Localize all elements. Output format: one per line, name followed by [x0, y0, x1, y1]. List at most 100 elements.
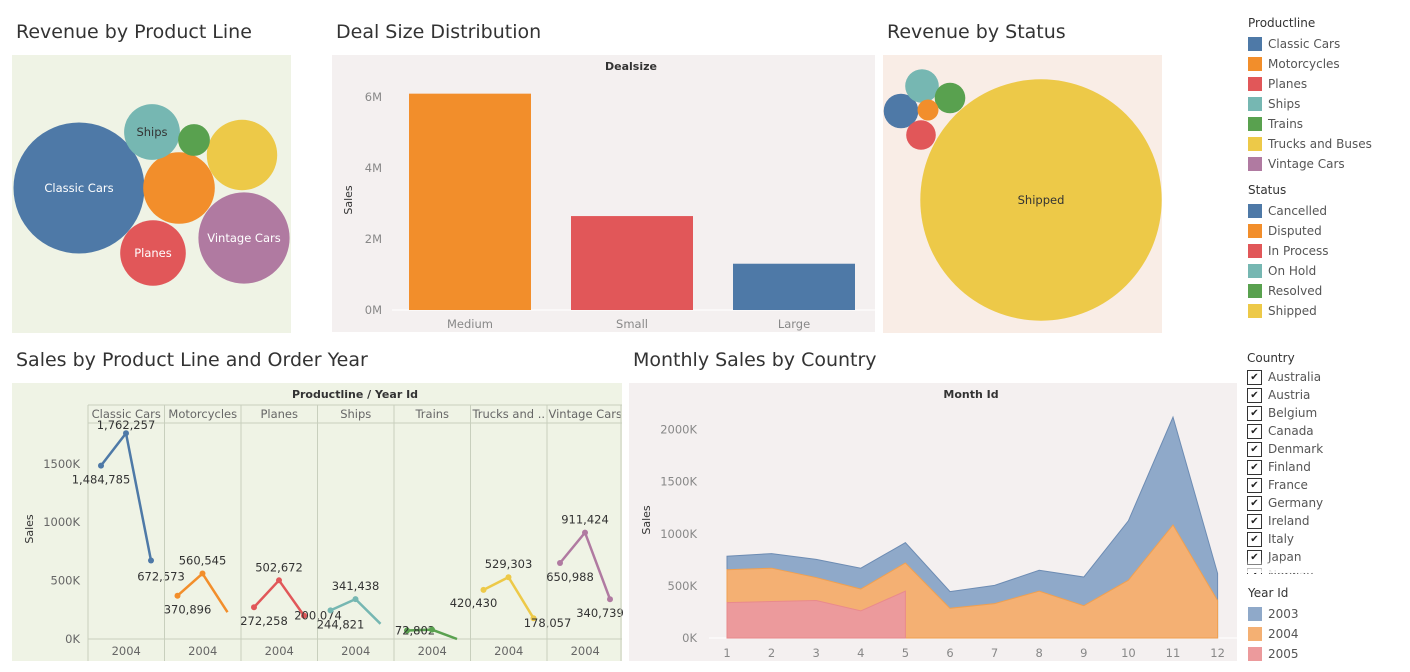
bar-y-tick: 6M: [365, 90, 382, 104]
line-point[interactable]: [557, 560, 563, 566]
legend-swatch: [1248, 224, 1262, 238]
productline-legend-item-trains[interactable]: Trains: [1248, 114, 1372, 134]
legend-swatch: [1248, 204, 1262, 218]
checkbox-icon[interactable]: ✔: [1247, 496, 1262, 511]
status-legend-item-on-hold[interactable]: On Hold: [1248, 261, 1328, 281]
country-option-france[interactable]: ✔ France: [1247, 476, 1347, 494]
line-point[interactable]: [328, 607, 334, 613]
line-point[interactable]: [582, 530, 588, 536]
bar-medium[interactable]: [409, 94, 531, 310]
status-bubble-resolved[interactable]: [935, 83, 966, 114]
country-option-germany[interactable]: ✔ Germany: [1247, 494, 1347, 512]
line-point[interactable]: [506, 574, 512, 580]
productline-legend-item-classic-cars[interactable]: Classic Cars: [1248, 34, 1372, 54]
bubble-trains[interactable]: [178, 124, 210, 156]
productline-legend-item-vintage-cars[interactable]: Vintage Cars: [1248, 154, 1372, 174]
lines-y-tick: 1000K: [43, 515, 80, 529]
status-bubble-in-process[interactable]: [906, 120, 936, 150]
bar-chart-y-label: Sales: [342, 185, 355, 215]
status-bubble-disputed[interactable]: [918, 100, 939, 121]
lines-y-tick: 1500K: [43, 457, 80, 471]
status-legend-item-cancelled[interactable]: Cancelled: [1248, 201, 1328, 221]
panel-header-planes: Planes: [260, 407, 298, 421]
year-legend-item-2004[interactable]: 2004: [1248, 624, 1299, 644]
line-point[interactable]: [481, 587, 487, 593]
area-x-tick: 6: [946, 646, 953, 660]
country-option-belgium[interactable]: ✔ Belgium: [1247, 404, 1347, 422]
year-lines-chart[interactable]: Productline / Year Id Sales 0K 500K 1000K 150…: [12, 383, 622, 661]
panel-x-tick: 2004: [341, 644, 370, 658]
country-filter[interactable]: Country ✔ Australia ✔ Austria ✔ Belgium ✔ Canad…: [1247, 351, 1347, 574]
line-data-label: 529,303: [485, 557, 533, 571]
area-y-tick: 1000K: [660, 527, 697, 541]
bubble-trucks-and-buses[interactable]: [207, 120, 277, 190]
bubble-label-classic-cars: Classic Cars: [44, 181, 113, 195]
legend-swatch: [1248, 117, 1262, 131]
bar-small[interactable]: [571, 216, 693, 310]
line-data-label: 1,762,257: [97, 418, 156, 432]
checkbox-icon[interactable]: ✔: [1247, 370, 1262, 385]
line-point[interactable]: [429, 627, 435, 633]
productline-legend-item-trucks-and-buses[interactable]: Trucks and Buses: [1248, 134, 1372, 154]
productline-legend-item-motorcycles[interactable]: Motorcycles: [1248, 54, 1372, 74]
country-filter-title: Country: [1247, 351, 1347, 365]
status-legend-item-disputed[interactable]: Disputed: [1248, 221, 1328, 241]
line-point[interactable]: [175, 593, 181, 599]
status-bubble-chart[interactable]: Shipped: [883, 55, 1162, 333]
productline-legend-item-ships[interactable]: Ships: [1248, 94, 1372, 114]
line-point[interactable]: [98, 463, 104, 469]
panel-header-trucks-and: Trucks and ..: [471, 407, 545, 421]
line-point[interactable]: [276, 577, 282, 583]
productline-legend-item-planes[interactable]: Planes: [1248, 74, 1372, 94]
checkbox-icon[interactable]: ✔: [1247, 514, 1262, 529]
checkbox-icon[interactable]: ✔: [1247, 442, 1262, 457]
checkbox-icon[interactable]: ✔: [1247, 406, 1262, 421]
lines-header: Productline / Year Id: [292, 388, 418, 401]
line-point[interactable]: [148, 557, 154, 563]
year-legend-item-2005[interactable]: 2005: [1248, 644, 1299, 664]
area-x-tick: 12: [1210, 646, 1225, 660]
line-point[interactable]: [353, 596, 359, 602]
legend-swatch: [1248, 647, 1262, 661]
year-legend-item-2003[interactable]: 2003: [1248, 604, 1299, 624]
area-x-tick: 4: [857, 646, 864, 660]
line-point[interactable]: [251, 604, 257, 610]
country-option-ireland[interactable]: ✔ Ireland: [1247, 512, 1347, 530]
status-legend-item-resolved[interactable]: Resolved: [1248, 281, 1328, 301]
line-data-label: 560,545: [179, 554, 227, 568]
country-option-denmark[interactable]: ✔ Denmark: [1247, 440, 1347, 458]
bubble-motorcycles[interactable]: [143, 152, 215, 224]
area-x-tick: 11: [1166, 646, 1181, 660]
country-option-australia[interactable]: ✔ Australia: [1247, 368, 1347, 386]
country-label: Austria: [1268, 388, 1310, 402]
checkbox-icon[interactable]: ✔: [1247, 532, 1262, 547]
country-option-finland[interactable]: ✔ Finland: [1247, 458, 1347, 476]
line-data-label: 370,896: [164, 603, 212, 617]
checkbox-icon[interactable]: ✔: [1247, 478, 1262, 493]
product-line-bubble-chart[interactable]: Classic Cars Vintage Cars Planes Ships: [12, 55, 291, 333]
status-bubble-on-hold[interactable]: [905, 69, 939, 103]
checkbox-icon[interactable]: ✔: [1247, 424, 1262, 439]
line-data-label: 340,739: [576, 606, 624, 620]
lines-y-tick: 500K: [51, 574, 81, 588]
line-point[interactable]: [200, 571, 206, 577]
country-option-canada[interactable]: ✔ Canada: [1247, 422, 1347, 440]
country-option-italy[interactable]: ✔ Italy: [1247, 530, 1347, 548]
bar-x-tick-small: Small: [616, 317, 648, 331]
checkbox-icon[interactable]: ✔: [1247, 388, 1262, 403]
legend-swatch: [1248, 244, 1262, 258]
bar-large[interactable]: [733, 264, 855, 310]
deal-size-bar-chart[interactable]: Dealsize Sales 0M 2M 4M 6M Medium Small Large: [332, 55, 875, 332]
checkbox-icon[interactable]: ✔: [1247, 460, 1262, 475]
legend-label: Classic Cars: [1268, 37, 1340, 51]
legend-label: On Hold: [1268, 264, 1316, 278]
status-legend-item-in-process[interactable]: In Process: [1248, 241, 1328, 261]
legend-swatch: [1248, 97, 1262, 111]
bar-y-tick: 2M: [365, 232, 382, 246]
deal-size-title: Deal Size Distribution: [336, 21, 541, 43]
country-option-austria[interactable]: ✔ Austria: [1247, 386, 1347, 404]
status-legend-item-shipped[interactable]: Shipped: [1248, 301, 1328, 321]
line-point[interactable]: [607, 596, 613, 602]
legend-label: Planes: [1268, 77, 1307, 91]
